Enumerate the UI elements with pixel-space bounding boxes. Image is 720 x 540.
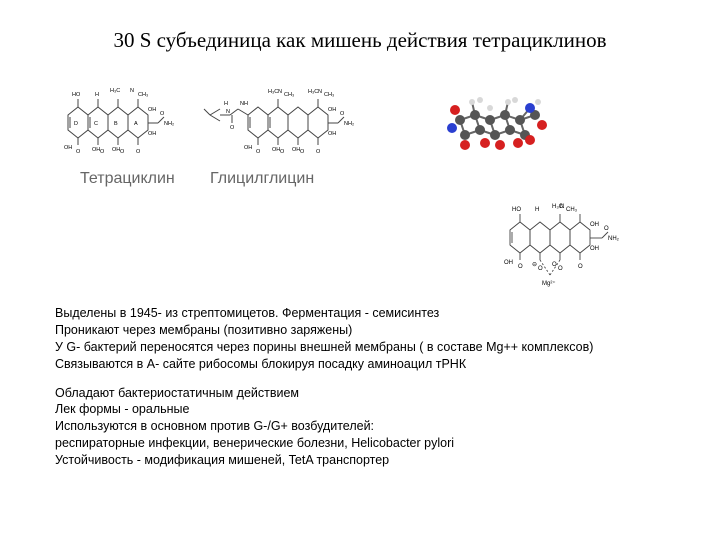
svg-text:HO: HO <box>512 207 521 213</box>
svg-text:N: N <box>226 109 230 115</box>
svg-text:HO: HO <box>72 92 81 98</box>
svg-text:OH: OH <box>148 107 156 113</box>
svg-text:CH₃: CH₃ <box>284 92 294 98</box>
svg-text:O: O <box>100 149 105 155</box>
svg-text:N: N <box>130 88 134 94</box>
body-line-8: респираторные инфекции, венерические бол… <box>55 435 675 452</box>
glycylglycine-label: Глицилглицин <box>210 170 314 188</box>
svg-text:N: N <box>318 89 322 95</box>
body-line-3: У G- бактерий переносятся через порины в… <box>55 339 675 356</box>
svg-text:Mg²⁺: Mg²⁺ <box>542 280 556 287</box>
body-line-7: Используются в основном против G-/G+ воз… <box>55 418 675 435</box>
body-line-4: Связываются в А- сайте рибосомы блокируя… <box>55 356 675 373</box>
svg-text:O: O <box>256 149 261 155</box>
svg-text:N: N <box>278 89 282 95</box>
svg-text:O: O <box>136 149 141 155</box>
page-title: 30 S субъединица как мишень действия тет… <box>0 28 720 53</box>
svg-text:O: O <box>538 266 543 272</box>
svg-text:OH: OH <box>328 107 336 113</box>
svg-text:OH: OH <box>504 260 513 266</box>
svg-text:H₃C: H₃C <box>110 88 120 94</box>
drug-labels: Тетрациклин Глицилглицин <box>80 170 480 188</box>
svg-text:⊖: ⊖ <box>532 262 537 268</box>
body-line-2: Проникают через мембраны (позитивно заря… <box>55 322 675 339</box>
svg-text:OH: OH <box>148 131 156 137</box>
svg-text:OH: OH <box>590 222 599 228</box>
glycylglycine-structure: H N O NH H₃CNCH₃ H₃CNCH₃ OH O NH₂ OH OH … <box>200 85 380 165</box>
svg-text:O: O <box>300 149 305 155</box>
svg-text:O: O <box>518 264 523 270</box>
svg-text:O: O <box>316 149 321 155</box>
svg-text:O: O <box>552 262 557 268</box>
body-line-1: Выделены в 1945- из стрептомицетов. Ферм… <box>55 305 675 322</box>
svg-text:H: H <box>95 92 99 98</box>
svg-text:O: O <box>280 149 285 155</box>
tetracycline-structure: HO H H₃C N CH₃ OH O NH₂ OH OH O OH O OH … <box>60 85 180 165</box>
svg-text:NH: NH <box>240 101 248 107</box>
svg-text:O: O <box>120 149 125 155</box>
svg-text:O: O <box>604 226 609 232</box>
svg-text:OH: OH <box>64 145 72 151</box>
svg-text:O: O <box>578 264 583 270</box>
svg-text:H: H <box>535 207 539 213</box>
svg-text:O: O <box>340 111 345 117</box>
svg-text:A: A <box>134 121 138 127</box>
body-line-5: Обладают бактериостатичным действием <box>55 385 675 402</box>
svg-text:NH₂: NH₂ <box>164 121 174 127</box>
svg-text:CH₃: CH₃ <box>324 92 334 98</box>
svg-text:OH: OH <box>328 131 336 137</box>
svg-text:CH₃: CH₃ <box>138 92 148 98</box>
svg-text:D: D <box>74 121 78 127</box>
body-line-9: Устойчивость - модификация мишеней, TetA… <box>55 452 675 469</box>
mg-complex-structure: HOH H₃CNCH₃ OHONH₂ OH OHO ⊖O OO O Mg²⁺ <box>490 200 660 300</box>
tetracycline-3d-model <box>430 80 570 175</box>
tetracycline-label: Тетрациклин <box>80 170 210 188</box>
svg-text:NH₂: NH₂ <box>344 121 354 127</box>
svg-text:O: O <box>160 111 165 117</box>
svg-text:B: B <box>114 121 118 127</box>
svg-text:OH: OH <box>244 145 252 151</box>
svg-text:CH₃: CH₃ <box>566 207 578 213</box>
body-text: Выделены в 1945- из стрептомицетов. Ферм… <box>55 305 675 469</box>
svg-text:O: O <box>558 266 563 272</box>
svg-text:OH: OH <box>590 246 599 252</box>
svg-text:O: O <box>76 149 81 155</box>
svg-text:C: C <box>94 121 98 127</box>
svg-text:N: N <box>560 204 564 210</box>
body-line-6: Лек формы - оральные <box>55 401 675 418</box>
structure-row: HO H H₃C N CH₃ OH O NH₂ OH OH O OH O OH … <box>60 85 660 180</box>
svg-text:H: H <box>224 101 228 107</box>
svg-text:O: O <box>230 125 235 131</box>
svg-text:NH₂: NH₂ <box>608 236 620 242</box>
svg-text:H₃C: H₃C <box>268 89 278 95</box>
svg-text:H₃C: H₃C <box>308 89 318 95</box>
